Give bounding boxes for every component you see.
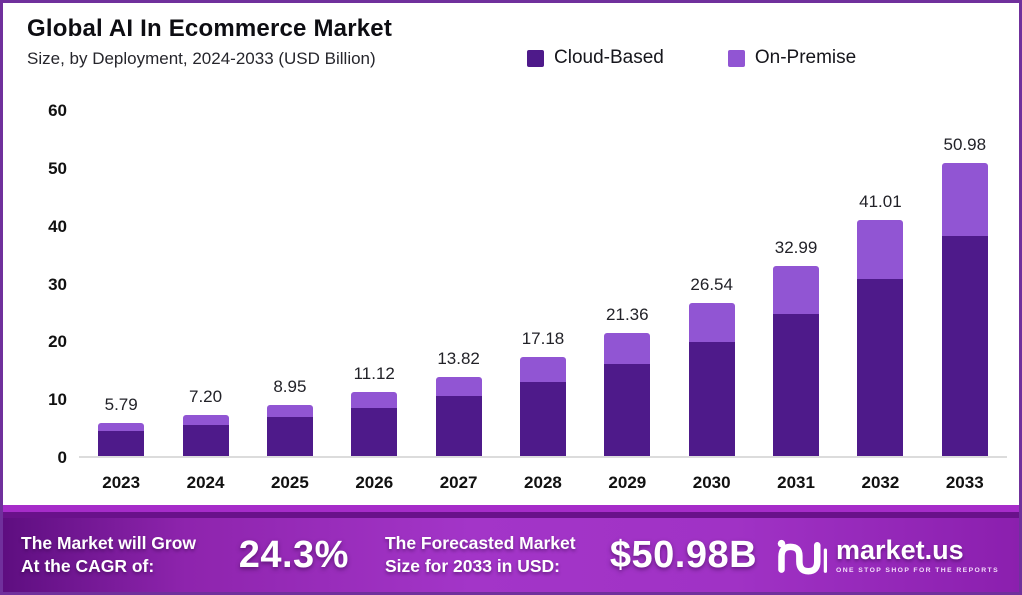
x-label-2031: 2031 (777, 473, 815, 492)
bar-segment-cloud-based (519, 381, 566, 456)
x-label-2026: 2026 (355, 473, 394, 492)
forecast-label-line1: The Forecasted Market (384, 533, 576, 554)
bar-total-label: 17.18 (521, 329, 565, 349)
bar-segment-on-premise (182, 414, 229, 425)
bar-total-label: 50.98 (943, 134, 987, 154)
bar-segment-cloud-based (688, 341, 735, 456)
cagr-label-line1: The Market will Grow (21, 533, 197, 554)
bar-total-label: 7.20 (188, 386, 223, 406)
cagr-label: The Market will Grow At the CAGR of: (21, 532, 231, 578)
bar-segment-on-premise (773, 266, 820, 314)
legend-swatch-on-premise-icon (727, 49, 745, 67)
bar-segment-cloud-based (351, 408, 398, 456)
footer-divider-strip (3, 512, 1019, 518)
bar-total-label: 8.95 (273, 376, 307, 396)
y-tick-60: 60 (48, 101, 67, 120)
bar-2025: 8.95 (258, 111, 322, 456)
bar-segment-on-premise (604, 333, 651, 364)
bar-2024: 7.20 (174, 111, 238, 456)
bar-segment-cloud-based (435, 396, 482, 456)
bar-segment-on-premise (941, 162, 988, 237)
bar-2030: 26.54 (680, 111, 744, 456)
plot-area: 5.79 7.20 8.95 11.12 13.82 17.18 21.36 26.54 32.… (79, 111, 1007, 458)
bar-total-label: 41.01 (859, 192, 902, 212)
y-tick-30: 30 (48, 274, 67, 294)
bar-segment-cloud-based (182, 424, 229, 456)
footer-main: The Market will Grow At the CAGR of: 24.… (3, 518, 1019, 592)
bar-total-label: 21.36 (606, 305, 649, 325)
brand-tagline: ONE STOP SHOP FOR THE REPORTS (836, 566, 999, 574)
x-label-2028: 2028 (524, 473, 562, 492)
bar-2027: 13.82 (427, 111, 491, 456)
forecast-value: $50.98B (609, 533, 758, 576)
y-tick-20: 20 (48, 332, 67, 352)
bar-2033: 50.98 (933, 111, 997, 456)
y-axis: 0 10 20 30 40 50 60 (21, 101, 67, 467)
x-label-2032: 2032 (861, 473, 900, 492)
bar-segment-cloud-based (773, 313, 820, 456)
x-label-2024: 2024 (186, 473, 225, 492)
bar-total-label: 26.54 (690, 275, 733, 295)
footer-accent-strip (3, 505, 1019, 512)
bar-2031: 32.99 (764, 111, 828, 456)
bar-total-label: 11.12 (353, 364, 395, 384)
bar-2028: 17.18 (511, 111, 575, 456)
x-label-2029: 2029 (608, 473, 647, 492)
bar-segment-on-premise (688, 303, 735, 342)
y-tick-40: 40 (48, 216, 67, 236)
x-label-2025: 2025 (270, 473, 309, 492)
legend-item-cloud-based: Cloud-Based (527, 47, 664, 69)
bar-segment-on-premise (857, 220, 904, 280)
bar-segment-on-premise (266, 404, 313, 418)
legend-label: Cloud-Based (554, 47, 664, 68)
legend-item-on-premise: On-Premise (727, 47, 857, 69)
y-tick-0: 0 (57, 448, 67, 467)
header: Global AI In Ecommerce Market Size, by D… (27, 15, 392, 69)
x-axis-labels: 2023 2024 2025 2026 2027 2028 2029 2030 2031 2032… (79, 473, 1007, 493)
bar-segment-cloud-based (266, 417, 313, 456)
x-label-2030: 2030 (692, 473, 731, 492)
x-label-2027: 2027 (439, 473, 478, 492)
bar-segment-on-premise (351, 392, 398, 409)
bar-total-label: 32.99 (774, 238, 818, 258)
cagr-label-line2: At the CAGR of: (21, 556, 155, 576)
bar-2032: 41.01 (848, 111, 912, 456)
stacked-bar-chart: 0 10 20 30 40 50 60 5.79 7.20 8.95 11.12 13.82 17.1… (21, 101, 1007, 511)
chart-legend: Cloud-Based On-Premise (527, 47, 856, 69)
y-tick-50: 50 (48, 158, 67, 178)
forecast-label-line2: Size for 2033 in USD: (384, 556, 561, 576)
bar-total-label: 5.79 (104, 394, 138, 414)
bar-2026: 11.12 (342, 111, 406, 456)
bar-segment-cloud-based (857, 279, 904, 456)
bar-segment-on-premise (98, 422, 145, 432)
brand-logo: market.us ONE STOP SHOP FOR THE REPORTS (775, 533, 999, 577)
bar-2029: 21.36 (595, 111, 659, 456)
legend-swatch-cloud-based-icon (527, 49, 544, 67)
brand-name: market.us (836, 534, 964, 565)
bar-segment-on-premise (435, 376, 482, 397)
y-tick-10: 10 (48, 390, 67, 410)
legend-label: On-Premise (754, 47, 857, 68)
bar-segment-cloud-based (604, 363, 651, 456)
bars-container: 5.79 7.20 8.95 11.12 13.82 17.18 21.36 26.54 32.… (79, 111, 1007, 456)
x-label-2023: 2023 (102, 473, 141, 492)
forecast-label: The Forecasted Market Size for 2033 in U… (385, 532, 604, 578)
bar-segment-cloud-based (98, 431, 145, 456)
x-label-2033: 2033 (945, 473, 984, 492)
bar-segment-on-premise (519, 357, 566, 382)
bar-2023: 5.79 (89, 111, 153, 456)
footer-banner: The Market will Grow At the CAGR of: 24.… (3, 505, 1019, 592)
page-subtitle: Size, by Deployment, 2024-2033 (USD Bill… (27, 49, 376, 68)
bar-segment-cloud-based (941, 236, 988, 456)
page-title: Global AI In Ecommerce Market (27, 15, 393, 42)
bar-total-label: 13.82 (437, 348, 480, 368)
market-us-logo-icon (777, 539, 828, 575)
cagr-value: 24.3% (238, 533, 349, 576)
